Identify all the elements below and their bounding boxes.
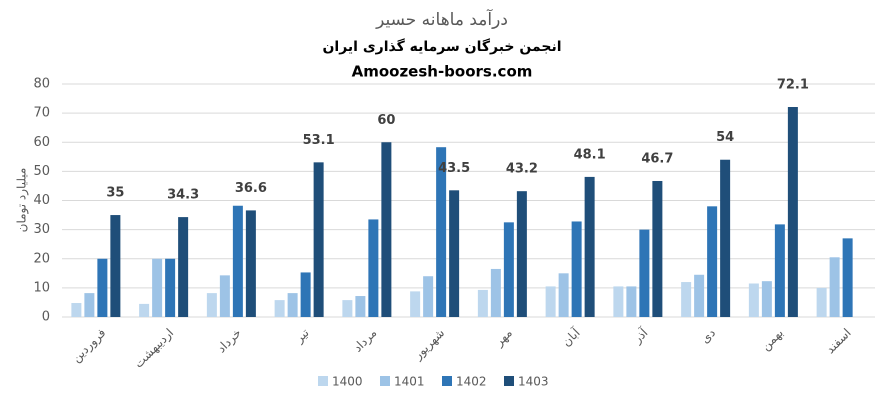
x-tick-label: فروردین (69, 326, 109, 366)
legend-swatch (380, 376, 390, 386)
bar (787, 107, 798, 317)
x-tick-label: مهر (491, 326, 515, 350)
bar (110, 215, 121, 317)
bar (829, 257, 840, 317)
y-tick-label: 50 (33, 164, 50, 179)
y-tick-label: 80 (33, 77, 50, 92)
bar (681, 282, 692, 317)
bar (381, 142, 392, 317)
legend-label: 1402 (456, 375, 487, 389)
bar (639, 229, 650, 317)
bar (97, 258, 108, 317)
chart-subtitle: انجمن خبرگان سرمایه گذاری ایران (322, 38, 561, 55)
y-tick-label: 20 (33, 251, 50, 266)
legend-swatch (442, 376, 452, 386)
bar (816, 287, 827, 317)
chart-source: Amoozesh-boors.com (352, 63, 533, 81)
bar (368, 219, 379, 317)
bar (178, 217, 189, 317)
bar (165, 258, 176, 317)
legend-swatch (504, 376, 514, 386)
bar (274, 300, 285, 317)
legend-label: 1400 (332, 375, 363, 389)
bar (626, 286, 637, 317)
x-tick-label: آبان (559, 325, 584, 350)
data-label: 48.1 (574, 147, 606, 162)
bar (152, 258, 163, 317)
x-tick-label: اسفند (823, 326, 854, 357)
legend-label: 1403 (518, 375, 549, 389)
bar (748, 283, 759, 317)
bar (842, 238, 853, 317)
data-label: 34.3 (167, 188, 199, 203)
y-tick-label: 60 (33, 135, 50, 150)
bar (449, 190, 460, 317)
x-tick-label: اردیبهشت (131, 326, 177, 372)
bar (245, 210, 256, 317)
bar (219, 275, 230, 317)
bar (720, 159, 731, 317)
bar (287, 293, 298, 317)
y-axis-label: میلیارد تومان (15, 168, 30, 233)
bar (355, 296, 366, 317)
bar (232, 205, 243, 317)
bar (503, 222, 514, 317)
x-tick-label: شهریور (410, 326, 448, 364)
data-label: 43.2 (506, 162, 538, 177)
y-tick-label: 70 (33, 106, 50, 121)
bar (652, 180, 663, 317)
bar (477, 289, 488, 317)
data-label: 54 (716, 130, 734, 145)
bar (490, 268, 501, 317)
data-label: 72.1 (777, 78, 809, 93)
data-label: 60 (377, 113, 395, 128)
bar (613, 286, 624, 317)
bar (761, 281, 772, 317)
data-label: 43.5 (438, 161, 470, 176)
bar (300, 272, 311, 317)
bar (516, 191, 527, 317)
bar (206, 293, 217, 317)
bar (584, 176, 595, 317)
data-label: 53.1 (303, 133, 335, 148)
bar (571, 221, 582, 317)
y-tick-label: 10 (33, 280, 50, 295)
data-label: 35 (106, 186, 124, 201)
legend-swatch (318, 376, 328, 386)
x-tick-label: مرداد (350, 326, 380, 356)
data-label: 36.6 (235, 181, 267, 196)
y-tick-label: 40 (33, 193, 50, 208)
x-tick-label: تیر (292, 326, 313, 347)
y-tick-label: 30 (33, 222, 50, 237)
bar (423, 276, 434, 317)
data-label: 46.7 (641, 151, 673, 166)
bar (71, 303, 82, 317)
bar (436, 147, 447, 317)
y-tick-label: 0 (42, 310, 50, 325)
bar (558, 273, 569, 317)
bar (139, 303, 150, 317)
legend-label: 1401 (394, 375, 425, 389)
x-tick-label: دی (698, 326, 718, 346)
bar (342, 300, 353, 317)
bar (774, 224, 785, 317)
x-tick-label: بهمن (758, 326, 786, 354)
x-tick-label: خرداد (214, 326, 244, 356)
chart-title: درآمد ماهانه حسیر (375, 8, 508, 30)
bar (694, 274, 705, 317)
bar (410, 291, 421, 317)
x-tick-label: آذر (629, 325, 652, 348)
bar (313, 162, 324, 317)
bar (84, 293, 95, 317)
bar (707, 206, 718, 317)
bar (545, 286, 556, 317)
